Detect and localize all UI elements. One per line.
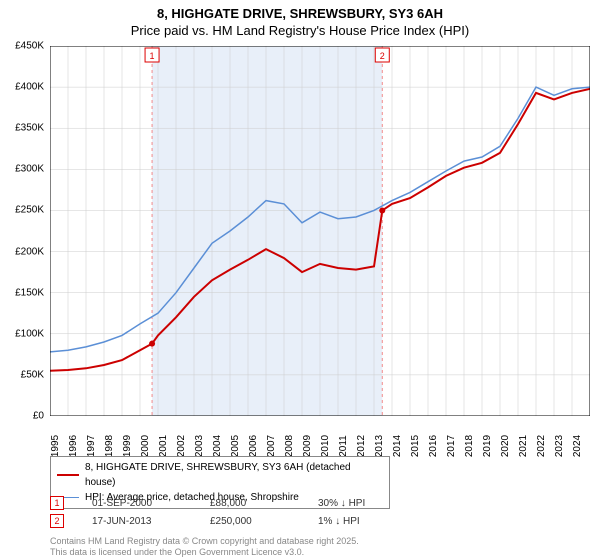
x-tick-label: 2006 — [248, 435, 259, 457]
y-tick-label: £100K — [15, 328, 44, 339]
x-tick-label: 2002 — [176, 435, 187, 457]
x-tick-label: 2023 — [554, 435, 565, 457]
x-tick-label: 2019 — [482, 435, 493, 457]
x-tick-label: 2007 — [266, 435, 277, 457]
x-tick-label: 2018 — [464, 435, 475, 457]
plot-area: 12 — [50, 46, 590, 416]
x-tick-label: 1997 — [86, 435, 97, 457]
y-tick-label: £50K — [21, 369, 44, 380]
x-tick-label: 1999 — [122, 435, 133, 457]
x-tick-label: 2015 — [410, 435, 421, 457]
x-tick-label: 2021 — [518, 435, 529, 457]
y-tick-label: £450K — [15, 41, 44, 52]
x-tick-label: 2004 — [212, 435, 223, 457]
attribution: Contains HM Land Registry data © Crown c… — [50, 536, 359, 558]
y-tick-label: £300K — [15, 164, 44, 175]
x-tick-label: 2016 — [428, 435, 439, 457]
legend-item: 8, HIGHGATE DRIVE, SHREWSBURY, SY3 6AH (… — [57, 460, 383, 490]
marker-badge: 2 — [50, 514, 64, 528]
chart-container: 8, HIGHGATE DRIVE, SHREWSBURY, SY3 6AH P… — [0, 0, 600, 560]
title-block: 8, HIGHGATE DRIVE, SHREWSBURY, SY3 6AH P… — [0, 0, 600, 40]
x-tick-label: 2022 — [536, 435, 547, 457]
y-tick-label: £250K — [15, 205, 44, 216]
legend-label: 8, HIGHGATE DRIVE, SHREWSBURY, SY3 6AH (… — [85, 460, 383, 490]
x-tick-label: 2014 — [392, 435, 403, 457]
x-tick-label: 1996 — [68, 435, 79, 457]
y-axis: £0£50K£100K£150K£200K£250K£300K£350K£400… — [0, 46, 48, 416]
attribution-line1: Contains HM Land Registry data © Crown c… — [50, 536, 359, 547]
marker-date: 17-JUN-2013 — [92, 516, 182, 527]
x-tick-label: 2012 — [356, 435, 367, 457]
chart-title-line1: 8, HIGHGATE DRIVE, SHREWSBURY, SY3 6AH — [0, 6, 600, 23]
chart-svg: 12 — [50, 46, 590, 416]
x-tick-label: 2024 — [572, 435, 583, 457]
marker-date: 01-SEP-2000 — [92, 498, 182, 509]
x-tick-label: 2011 — [338, 435, 349, 457]
marker-row: 1 01-SEP-2000 £88,000 30% ↓ HPI — [50, 494, 590, 512]
y-tick-label: £150K — [15, 287, 44, 298]
marker-diff: 30% ↓ HPI — [318, 498, 438, 509]
y-tick-label: £0 — [33, 411, 44, 422]
x-tick-label: 2000 — [140, 435, 151, 457]
x-tick-label: 2009 — [302, 435, 313, 457]
attribution-line2: This data is licensed under the Open Gov… — [50, 547, 359, 558]
svg-text:2: 2 — [380, 51, 385, 61]
x-tick-label: 2003 — [194, 435, 205, 457]
y-tick-label: £400K — [15, 82, 44, 93]
marker-diff: 1% ↓ HPI — [318, 516, 438, 527]
x-tick-label: 2013 — [374, 435, 385, 457]
legend-swatch — [57, 474, 79, 476]
sale-markers-table: 1 01-SEP-2000 £88,000 30% ↓ HPI 2 17-JUN… — [50, 494, 590, 530]
x-tick-label: 2020 — [500, 435, 511, 457]
x-tick-label: 1998 — [104, 435, 115, 457]
marker-badge: 1 — [50, 496, 64, 510]
chart-title-line2: Price paid vs. HM Land Registry's House … — [0, 23, 600, 40]
x-tick-label: 2010 — [320, 435, 331, 457]
marker-row: 2 17-JUN-2013 £250,000 1% ↓ HPI — [50, 512, 590, 530]
marker-price: £88,000 — [210, 498, 290, 509]
y-tick-label: £350K — [15, 123, 44, 134]
x-tick-label: 2017 — [446, 435, 457, 457]
marker-price: £250,000 — [210, 516, 290, 527]
x-tick-label: 1995 — [50, 435, 61, 457]
y-tick-label: £200K — [15, 246, 44, 257]
x-axis: 1995 1996 1997 1998 1999 2000 2001 2002 2003 2004… — [50, 418, 590, 454]
x-tick-label: 2005 — [230, 435, 241, 457]
svg-text:1: 1 — [150, 51, 155, 61]
x-tick-label: 2008 — [284, 435, 295, 457]
x-tick-label: 2001 — [158, 435, 169, 457]
